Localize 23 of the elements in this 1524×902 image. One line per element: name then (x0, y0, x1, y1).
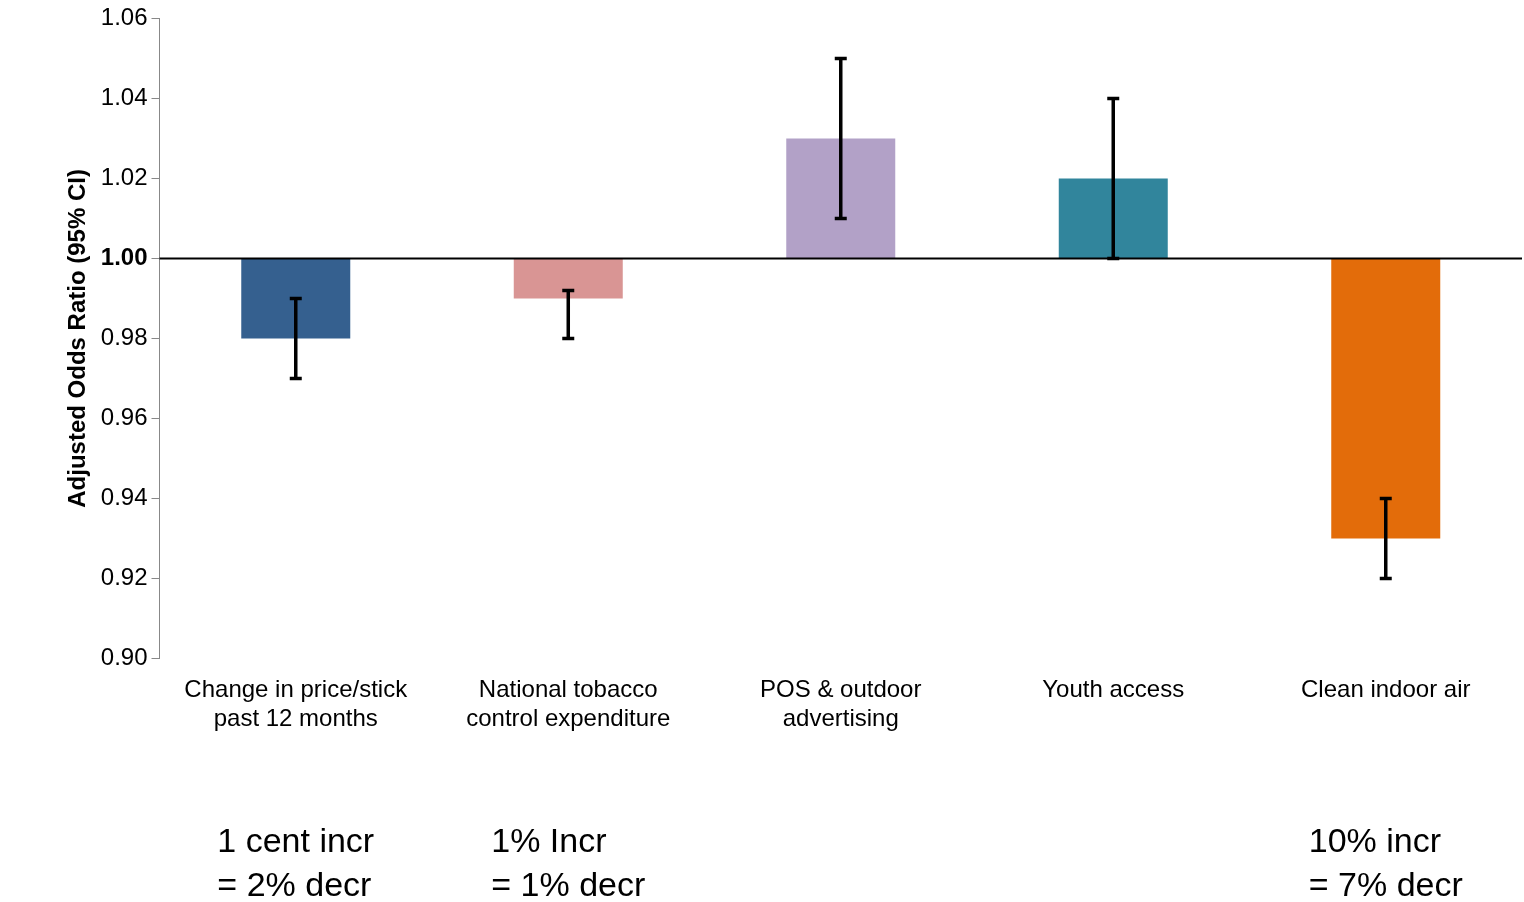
text: 1% Incr = 1% decr (491, 821, 646, 902)
y-tick-label: 0.98 (100, 323, 148, 351)
y-tick-label: 0.94 (100, 483, 148, 511)
bar (786, 138, 896, 259)
y-tick-label: 1.00 (100, 243, 148, 271)
text: 1 cent incr = 2% decr (217, 821, 375, 902)
y-tick-label: 0.92 (100, 563, 148, 591)
y-tick-label: 0.90 (100, 643, 148, 671)
x-tick-label: National tobacco control expenditure (466, 675, 671, 732)
x-tick-label: Clean indoor air (1301, 675, 1471, 703)
y-axis-title: Adjusted Odds Ratio (95% CI) (63, 169, 91, 508)
x-tick-label: Change in price/stick past 12 months (184, 675, 409, 732)
x-tick-label: POS & outdoor advertising (760, 675, 922, 732)
y-tick-label: 0.96 (100, 403, 148, 431)
bar (1331, 258, 1441, 539)
y-tick-label: 1.06 (100, 3, 148, 31)
bar (241, 258, 351, 339)
bar (513, 258, 623, 299)
text: 10% incr = 7% decr (1308, 821, 1463, 902)
x-tick-label: Youth access (1042, 675, 1185, 703)
y-tick-label: 1.04 (100, 83, 148, 111)
y-tick-label: 1.02 (100, 163, 148, 191)
bar (1058, 178, 1168, 259)
